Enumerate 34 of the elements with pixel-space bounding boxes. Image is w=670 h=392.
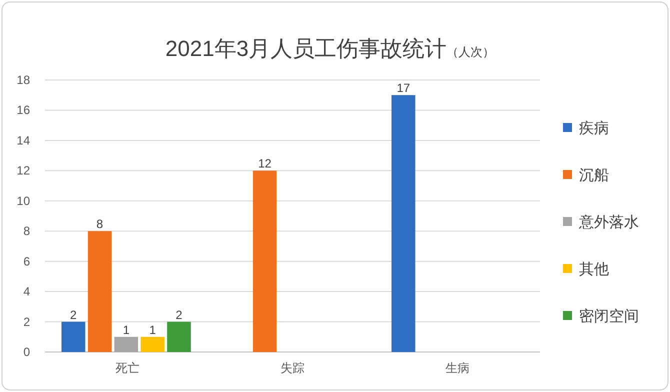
y-tick-label: 18	[16, 73, 30, 87]
legend-label: 疾病	[579, 120, 609, 137]
bar	[114, 336, 138, 352]
y-tick-label: 10	[16, 194, 30, 208]
legend-label: 意外落水	[578, 214, 639, 231]
x-tick-label: 失踪	[280, 361, 304, 375]
bar	[252, 170, 277, 352]
chart-title: 2021年3月人员工伤事故统计	[165, 36, 447, 61]
data-label: 17	[396, 81, 410, 96]
x-tick-label: 死亡	[116, 361, 140, 375]
legend-label: 其他	[579, 261, 609, 278]
y-tick-label: 8	[23, 224, 30, 238]
bar	[88, 231, 112, 352]
data-label: 1	[149, 322, 156, 337]
bar	[392, 95, 416, 352]
data-label: 2	[176, 308, 183, 322]
data-label: 12	[258, 156, 272, 171]
chart-subtitle: （人次）	[446, 45, 495, 59]
bar	[140, 336, 164, 352]
y-tick-label: 14	[16, 133, 30, 148]
y-tick-label: 2	[23, 314, 30, 329]
bar	[62, 322, 86, 352]
legend-label: 沉船	[579, 167, 609, 184]
data-label: 8	[96, 217, 104, 232]
y-tick-label: 4	[23, 284, 30, 299]
legend-label: 密闭空间	[579, 308, 639, 325]
x-tick-label: 生病	[446, 361, 470, 375]
y-tick-label: 6	[23, 254, 30, 268]
y-tick-label: 0	[23, 345, 30, 359]
data-label: 2	[70, 308, 78, 322]
bar	[167, 322, 191, 352]
data-label: 1	[122, 322, 130, 337]
y-tick-label: 12	[16, 164, 30, 178]
y-tick-label: 16	[16, 103, 30, 118]
